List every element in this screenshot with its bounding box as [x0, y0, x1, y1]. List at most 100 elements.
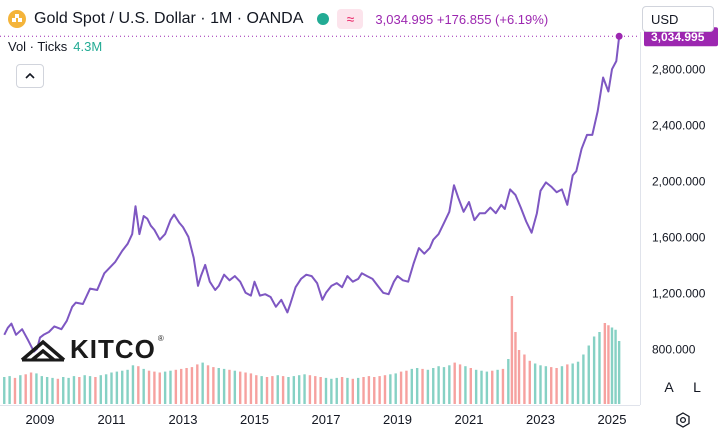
volume-bar — [212, 367, 215, 404]
price-line-layer — [0, 32, 640, 353]
currency-label: USD — [651, 11, 679, 27]
volume-bar — [19, 375, 22, 404]
volume-bar — [29, 372, 33, 404]
volume-bar — [239, 371, 242, 404]
volume-bar — [507, 359, 510, 404]
volume-bar — [271, 376, 274, 404]
volume-bar — [426, 369, 430, 404]
auto-scale-button[interactable]: A — [658, 376, 680, 398]
x-tick-label: 2015 — [240, 412, 269, 427]
volume-bar — [13, 377, 17, 404]
volume-bar — [458, 364, 462, 404]
x-tick-label: 2017 — [312, 412, 341, 427]
volume-bar — [233, 370, 237, 404]
volume-bar — [158, 372, 161, 404]
volume-bar — [469, 368, 472, 404]
volume-bar — [174, 369, 178, 404]
volume-bar — [244, 372, 247, 404]
volume-bar — [550, 367, 553, 404]
volume-value: 4.3M — [73, 39, 103, 54]
volume-bar — [335, 377, 338, 404]
chevron-up-icon — [25, 73, 35, 79]
last-price-label: 3,034.995 — [651, 30, 705, 44]
currency-selector[interactable]: USD — [642, 6, 714, 32]
settings-button[interactable] — [672, 410, 694, 430]
volume-bar — [533, 363, 537, 404]
x-tick-label: 2019 — [383, 412, 412, 427]
volume-bar — [40, 376, 43, 404]
volume-bar — [394, 373, 397, 404]
last-price-dot — [615, 32, 623, 40]
volume-bar — [582, 354, 585, 404]
volume-bar — [340, 377, 344, 404]
x-tick-label: 2021 — [455, 412, 484, 427]
volume-bar — [351, 378, 355, 404]
volume-bar — [137, 366, 140, 404]
gear-icon — [676, 412, 690, 428]
volume-bar — [514, 332, 517, 404]
volume-bar — [324, 377, 328, 404]
price-series-line — [3, 36, 621, 353]
volume-bar — [228, 369, 231, 404]
volume-bar — [196, 364, 199, 404]
volume-bar — [448, 365, 451, 404]
volume-bar — [603, 323, 607, 404]
y-axis: 2,800.000 2,400.000 2,000.000 1,600.000 1,20… — [644, 27, 718, 356]
volume-bar — [491, 370, 494, 404]
volume-bar — [292, 376, 296, 404]
log-scale-button[interactable]: L — [686, 376, 708, 398]
volume-bar — [517, 350, 521, 404]
volume-bar — [217, 368, 220, 404]
volume-bar — [614, 329, 617, 404]
x-tick-label: 2009 — [26, 412, 55, 427]
volume-bar — [607, 325, 610, 404]
volume-bar — [389, 374, 392, 404]
volume-bar — [83, 375, 86, 404]
volume-bar — [356, 377, 360, 404]
collapse-button[interactable] — [16, 64, 44, 88]
x-tick-label: 2023 — [526, 412, 555, 427]
chart-header: Gold Spot / U.S. Dollar · 1M · OANDA ≈ 3… — [8, 8, 548, 30]
volume-bar — [287, 377, 290, 404]
x-axis: 2009 2011 2013 2015 2017 2019 2021 2023 2025 — [26, 412, 627, 427]
volume-bar — [8, 376, 11, 404]
volume-bar — [576, 361, 580, 404]
volume-bar — [464, 366, 467, 404]
volume-bar — [555, 368, 558, 404]
market-status-icon — [317, 13, 330, 25]
volume-bar — [265, 377, 269, 404]
volume-bar — [367, 376, 371, 404]
y-tick-label: 1,600.000 — [652, 230, 706, 244]
volume-bar — [399, 371, 403, 404]
volume-bar — [131, 365, 135, 404]
volume-bar — [276, 375, 279, 404]
volume-bar — [163, 371, 167, 404]
volume-bar — [453, 362, 456, 404]
volume-bar — [501, 368, 505, 404]
volume-bar — [126, 369, 129, 404]
y-tick-label: 2,400.000 — [652, 119, 706, 133]
kitco-wordmark: KITCO — [70, 334, 156, 364]
volume-bar — [598, 332, 601, 404]
volume-bar — [72, 376, 76, 404]
volume-bar — [121, 370, 124, 404]
volume-bar — [206, 365, 210, 404]
approx-icon[interactable]: ≈ — [337, 9, 364, 29]
volume-bar — [566, 364, 569, 404]
volume-bar — [523, 354, 526, 404]
last-price-tag — [644, 27, 718, 47]
volume-bar — [405, 370, 408, 404]
volume-bar — [314, 376, 317, 404]
volume-bar — [346, 377, 349, 404]
x-tick-label: 2011 — [98, 412, 126, 427]
volume-bar — [169, 370, 172, 404]
volume-bar — [587, 345, 590, 404]
volume-bar — [190, 367, 194, 404]
volume-bar — [571, 363, 574, 404]
volume-bar — [432, 368, 435, 404]
y-tick-label: 800.000 — [652, 342, 696, 356]
symbol-title[interactable]: Gold Spot / U.S. Dollar · 1M · OANDA — [34, 10, 304, 27]
volume-bar — [142, 368, 145, 404]
